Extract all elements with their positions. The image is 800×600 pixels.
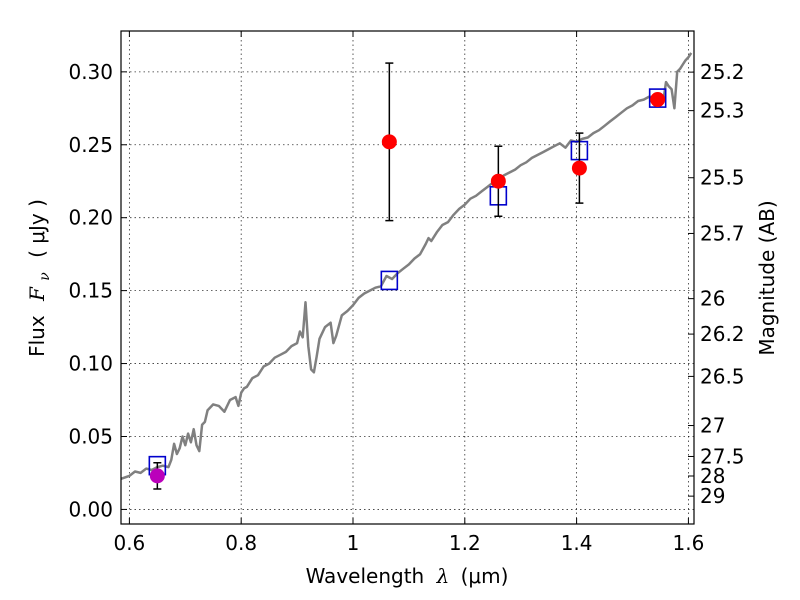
y-tick-label: 0.00 bbox=[68, 497, 113, 521]
y2-tick-label: 26 bbox=[700, 287, 725, 311]
x-tick-label: 0.8 bbox=[225, 531, 257, 555]
tick-layer: 0.6 0.8 1 1.2 1.4 1.6 0.00 0.05 0.10 0.15 0.20 0.25… bbox=[68, 31, 745, 555]
y2-tick-label: 27.5 bbox=[700, 444, 745, 468]
y-tick-label: 0.10 bbox=[68, 352, 113, 376]
y-tick-label: 0.25 bbox=[68, 133, 113, 157]
x-axis-label-symbol: λ bbox=[436, 564, 450, 588]
y2-tick-label: 25.3 bbox=[700, 99, 745, 123]
series-layer bbox=[120, 52, 693, 490]
observed-photometry-point bbox=[490, 173, 506, 189]
x-axis-label-unit: (μm) bbox=[461, 564, 509, 588]
y2-tick-label: 26.5 bbox=[700, 364, 745, 388]
y-axis-label-subscript: ν bbox=[37, 272, 53, 281]
spectrum-line bbox=[120, 52, 693, 480]
x-tick-label: 1 bbox=[347, 531, 360, 555]
x-tick-label: 1.6 bbox=[673, 531, 705, 555]
x-axis-label-text: Wavelength bbox=[306, 564, 425, 588]
y2-tick-label: 29 bbox=[700, 484, 725, 508]
x-tick-label: 0.6 bbox=[113, 531, 145, 555]
model-photometry-square bbox=[380, 270, 399, 291]
observed-photometry-point bbox=[571, 160, 587, 176]
x-tick-label: 1.2 bbox=[449, 531, 481, 555]
y2-tick-label: 27 bbox=[700, 414, 725, 438]
y-axis-label: Flux F ν ( μJy ) bbox=[25, 199, 54, 357]
y-axis-label-symbol: F bbox=[25, 286, 49, 302]
x-axis-label: Wavelength λ (μm) bbox=[306, 564, 509, 588]
observed-photometry-point bbox=[149, 468, 165, 484]
grid-layer bbox=[121, 31, 694, 524]
x-tick-label: 1.4 bbox=[561, 531, 593, 555]
y2-tick-label: 28 bbox=[700, 464, 725, 488]
observed-photometry-point bbox=[650, 92, 666, 108]
y-axis-label-text: Flux bbox=[25, 315, 49, 357]
y-axis-label-unit: ( μJy ) bbox=[25, 199, 49, 258]
y2-tick-label: 25.2 bbox=[700, 60, 745, 84]
y-tick-label: 0.15 bbox=[68, 279, 113, 303]
observed-photometry-point bbox=[381, 134, 397, 150]
y-tick-label: 0.20 bbox=[68, 206, 113, 230]
y2-tick-label: 25.7 bbox=[700, 221, 745, 245]
plot-frame bbox=[120, 30, 695, 525]
y2-tick-label: 25.5 bbox=[700, 166, 745, 190]
y-tick-label: 0.05 bbox=[68, 424, 113, 448]
y2-axis-label: Magnitude (AB) bbox=[755, 200, 779, 355]
model-photometry-square bbox=[648, 88, 667, 108]
y2-tick-label: 26.2 bbox=[700, 322, 745, 346]
y-tick-label: 0.30 bbox=[68, 60, 113, 84]
